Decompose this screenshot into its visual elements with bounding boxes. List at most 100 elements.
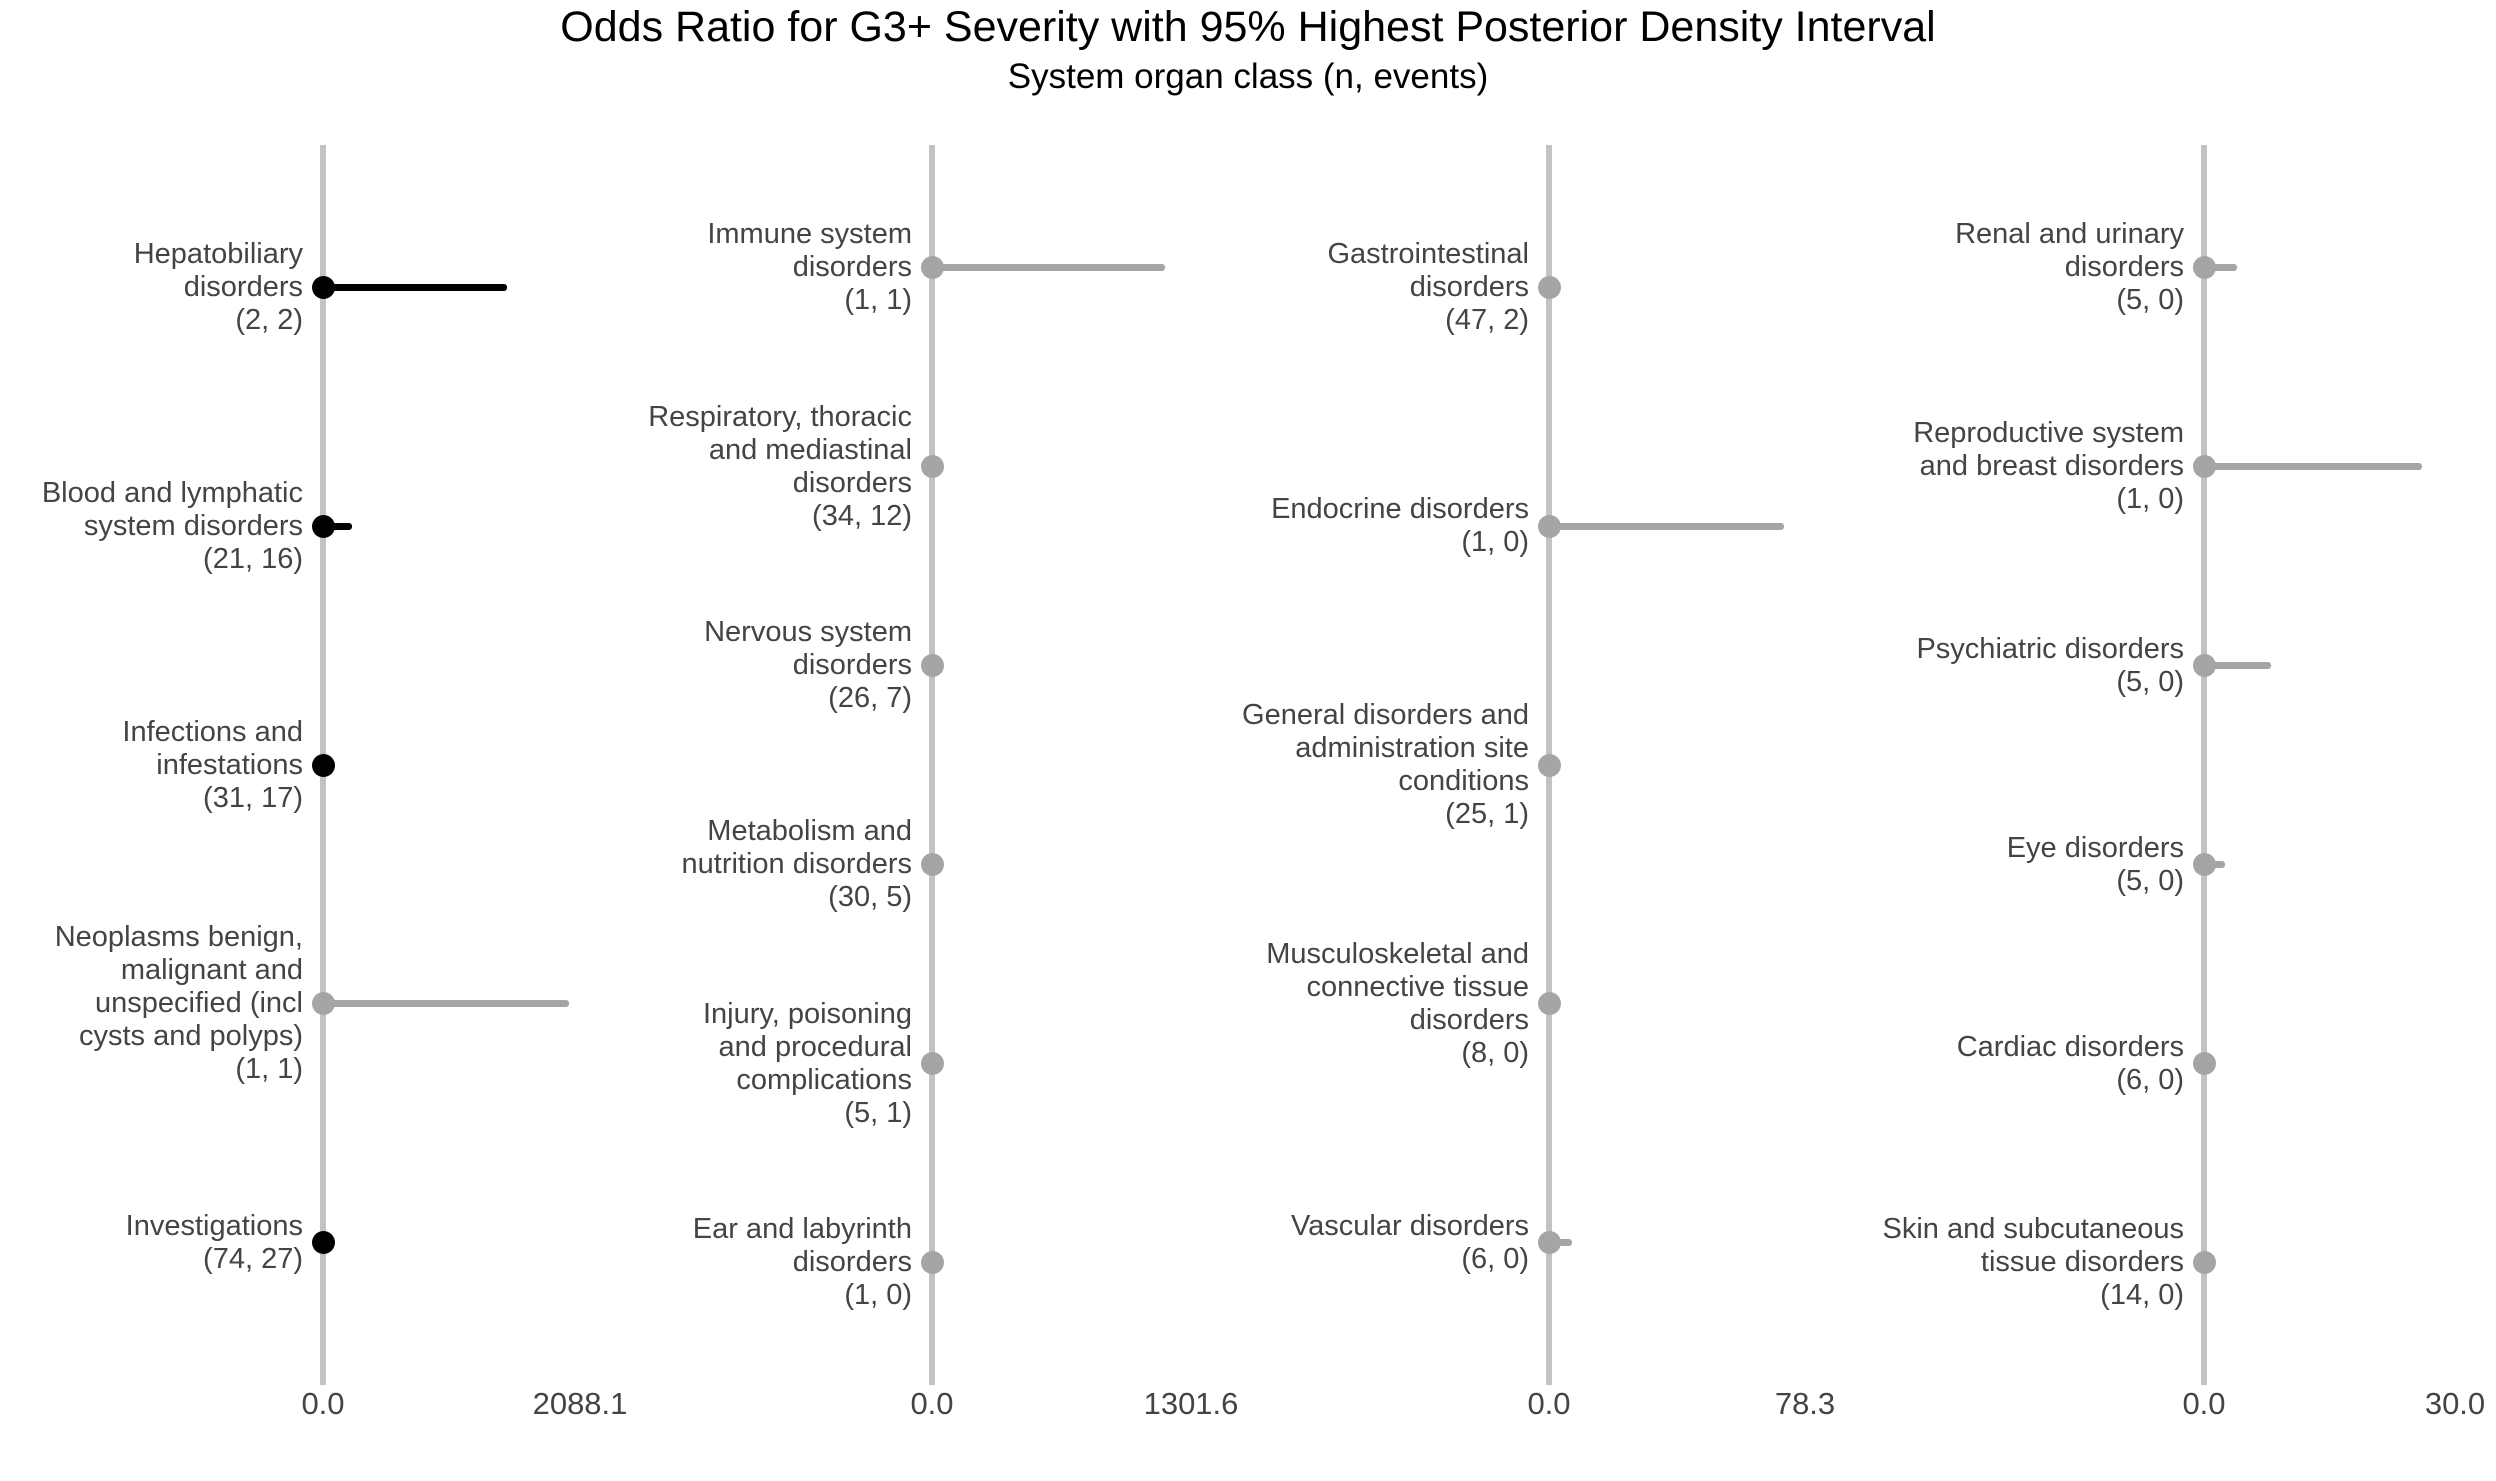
soc-label-line: infestations <box>156 748 303 781</box>
soc-label: Gastrointestinal disorders (47, 2) <box>1009 237 1530 337</box>
odds-ratio-point <box>2192 853 2216 876</box>
soc-label-line: (5, 1) <box>844 1096 912 1129</box>
soc-label-line: unspecified (incl <box>95 987 303 1020</box>
soc-label-line: and breast disorders <box>1919 450 2184 482</box>
soc-label: Nervous system disorders (26, 7) <box>392 616 912 715</box>
soc-label-line: disorders <box>792 649 912 681</box>
odds-ratio-point <box>311 1231 335 1255</box>
soc-label-line: (25, 1) <box>1445 798 1529 830</box>
soc-label-line: conditions <box>1398 765 1529 797</box>
soc-label-line: disorders <box>792 466 912 499</box>
soc-label: Musculoskeletal and connective tissue diso… <box>1009 938 1529 1070</box>
soc-label-line: (1, 0) <box>844 1279 912 1311</box>
chart-subtitle: System organ class (n, events) <box>1007 57 1489 96</box>
soc-label-line: cysts and polyps) <box>78 1020 303 1053</box>
soc-label: Metabolism and nutrition disorders (30, 5) <box>392 815 913 914</box>
odds-ratio-point <box>1537 514 1561 538</box>
soc-label-line: malignant and <box>120 954 303 987</box>
soc-label-line: Musculoskeletal and <box>1266 937 1529 970</box>
soc-label-line: (26, 7) <box>828 682 912 714</box>
soc-label-line: Immune system <box>707 218 912 250</box>
axis-tick-label-max: 78.3 <box>1774 1386 1836 1421</box>
soc-label-line: disorders <box>1409 270 1529 303</box>
soc-label: Eye disorders (5, 0) <box>1664 832 2184 898</box>
soc-label-line: Neoplasms benign, <box>54 921 303 954</box>
hpd-interval-line <box>323 522 352 530</box>
chart-title: Odds Ratio for G3+ Severity with 95% Hig… <box>560 3 1936 51</box>
soc-label-line: (5, 0) <box>2116 665 2184 698</box>
hpd-interval-line <box>2204 463 2422 470</box>
soc-label: Endocrine disorders (1, 0) <box>1009 493 1529 559</box>
soc-label-line: (1, 0) <box>1461 526 1529 559</box>
soc-label: Hepatobiliary disorders (2, 2) <box>0 238 303 337</box>
soc-label-line: and mediastinal <box>708 433 912 466</box>
soc-label-line: (6, 0) <box>1461 1242 1529 1275</box>
hpd-interval-line <box>323 1000 570 1008</box>
odds-ratio-point <box>311 514 335 538</box>
odds-ratio-point <box>920 1052 944 1075</box>
hpd-interval-line <box>2204 662 2271 669</box>
soc-label-line: Nervous system <box>704 616 912 648</box>
soc-label-line: (21, 16) <box>203 542 303 575</box>
soc-label: Respiratory, thoracic and mediastinal diso… <box>392 401 912 533</box>
odds-ratio-point <box>1537 275 1561 299</box>
odds-ratio-point <box>2192 1251 2216 1274</box>
soc-label-line: Hepatobiliary <box>133 237 303 270</box>
soc-label-line: disorders <box>792 251 912 283</box>
hpd-interval-line <box>323 283 507 291</box>
soc-label-line: (1, 1) <box>844 284 912 316</box>
soc-label-line: disorders <box>183 270 303 303</box>
soc-label-line: Cardiac disorders <box>1956 1030 2184 1063</box>
soc-label-line: (74, 27) <box>203 1242 303 1275</box>
soc-label-line: (47, 2) <box>1445 303 1529 336</box>
odds-ratio-point <box>2192 1052 2216 1075</box>
odds-ratio-point <box>311 275 335 299</box>
soc-label-line: connective tissue <box>1306 970 1529 1003</box>
odds-ratio-point <box>1537 1231 1561 1255</box>
soc-label-line: Reproductive system <box>1913 417 2184 449</box>
soc-label-line: disorders <box>1409 1003 1529 1036</box>
soc-label-line: Gastrointestinal <box>1327 237 1530 270</box>
axis-tick-label-max: 2088.1 <box>532 1386 628 1421</box>
soc-label: General disorders and administration site… <box>1009 699 1529 831</box>
soc-label: Ear and labyrinth disorders (1, 0) <box>392 1213 912 1312</box>
hpd-interval-line <box>932 264 1165 271</box>
soc-label-line: Blood and lymphatic <box>41 476 303 509</box>
soc-label-line: (5, 0) <box>2116 864 2184 897</box>
soc-label-line: Eye disorders <box>2006 831 2184 864</box>
soc-label-line: Skin and subcutaneous <box>1882 1213 2185 1245</box>
soc-label: Blood and lymphatic system disorders (21, … <box>0 477 303 576</box>
soc-label-line: Injury, poisoning <box>702 997 912 1030</box>
soc-label-line: nutrition disorders <box>681 848 913 880</box>
soc-label-line: system disorders <box>83 509 303 542</box>
soc-label-line: (6, 0) <box>2116 1063 2184 1096</box>
odds-ratio-point <box>920 654 944 677</box>
soc-label-line: Investigations <box>125 1209 303 1242</box>
soc-label: Injury, poisoning and procedural complicat… <box>392 998 912 1130</box>
odds-ratio-point <box>2192 455 2216 478</box>
odds-ratio-point <box>311 753 335 777</box>
soc-label: Neoplasms benign, malignant and unspecifie… <box>0 921 303 1086</box>
soc-label-line: (31, 17) <box>203 781 303 814</box>
soc-label-line: (5, 0) <box>2116 284 2184 316</box>
odds-ratio-point <box>920 256 944 279</box>
axis-tick-label-max: 30.0 <box>2424 1386 2486 1421</box>
soc-label-line: (30, 5) <box>828 881 912 913</box>
odds-ratio-point <box>2192 256 2216 279</box>
soc-label: Vascular disorders (6, 0) <box>1009 1210 1529 1276</box>
axis-tick-label-min: 0.0 <box>1527 1386 1571 1421</box>
soc-label-line: tissue disorders <box>1980 1246 2184 1278</box>
axis-tick-label-max: 1301.6 <box>1143 1386 1239 1421</box>
odds-ratio-point <box>2192 654 2216 677</box>
soc-label: Cardiac disorders (6, 0) <box>1664 1031 2184 1097</box>
soc-label-line: (2, 2) <box>235 303 303 336</box>
soc-label-line: Infections and <box>122 715 303 748</box>
axis-tick-label-min: 0.0 <box>2182 1386 2226 1421</box>
soc-label: Skin and subcutaneous tissue disorders (14… <box>1664 1213 2185 1312</box>
soc-label-line: (34, 12) <box>812 499 912 532</box>
soc-label: Renal and urinary disorders (5, 0) <box>1664 218 2184 317</box>
soc-label-line: complications <box>736 1063 912 1096</box>
soc-label-line: disorders <box>2064 251 2184 283</box>
soc-label-line: General disorders and <box>1242 699 1529 731</box>
soc-label-line: Renal and urinary <box>1955 218 2184 250</box>
